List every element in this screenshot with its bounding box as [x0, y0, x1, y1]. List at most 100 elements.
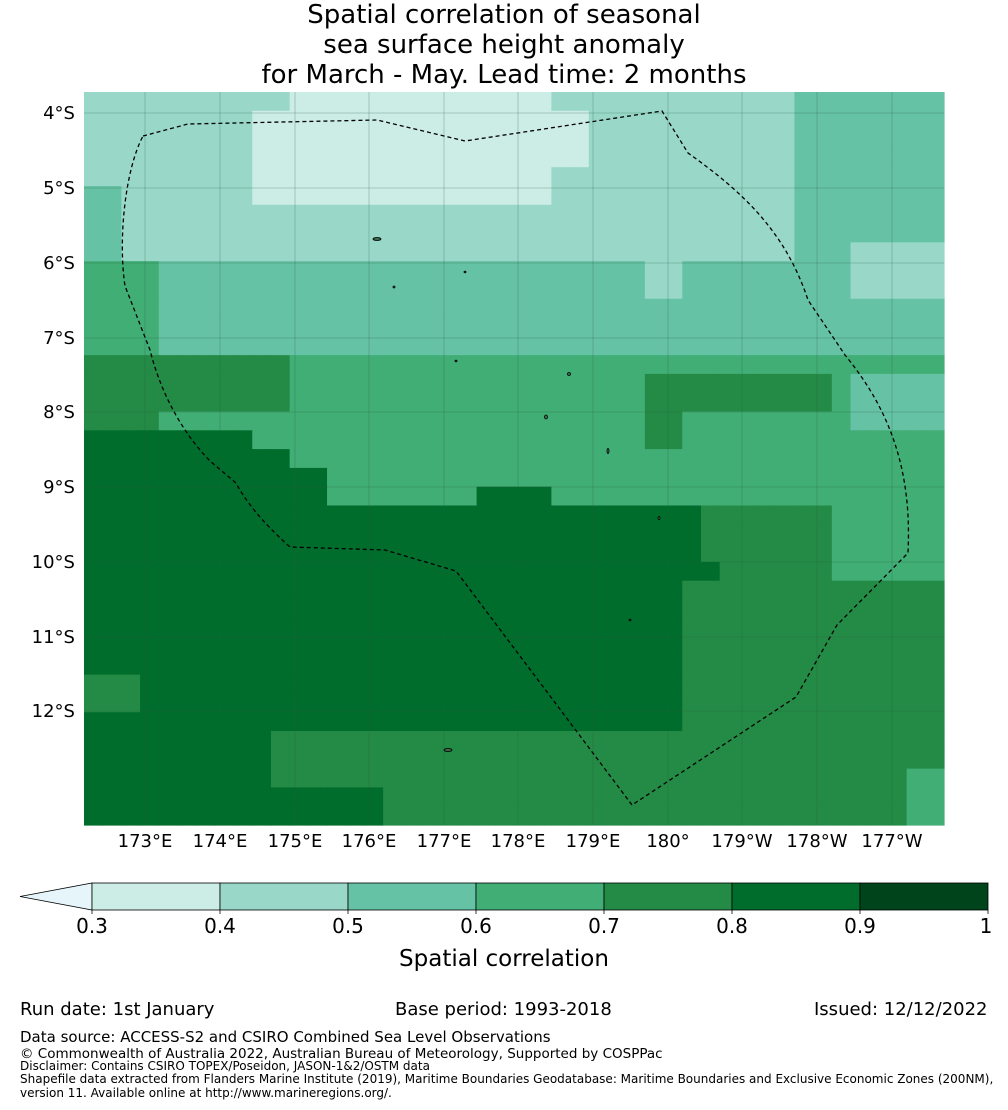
correlation-cell	[607, 411, 627, 431]
correlation-cell	[158, 411, 179, 431]
correlation-cell	[140, 110, 160, 131]
data-source: Data source: ACCESS-S2 and CSIRO Combine…	[20, 1028, 551, 1046]
correlation-cell	[158, 261, 179, 281]
correlation-cell	[850, 185, 870, 206]
correlation-cell	[495, 561, 515, 582]
correlation-cell	[476, 129, 496, 149]
correlation-cell	[570, 317, 590, 337]
correlation-cell	[607, 392, 627, 413]
correlation-cell	[121, 279, 141, 300]
correlation-cell	[719, 768, 739, 789]
correlation-cell	[663, 336, 683, 356]
correlation-cell	[140, 298, 160, 319]
correlation-cell	[252, 693, 272, 713]
correlation-cell	[214, 355, 235, 375]
correlation-cell	[626, 373, 646, 394]
correlation-cell	[757, 674, 777, 695]
correlation-cell	[663, 618, 683, 638]
correlation-cell	[757, 580, 777, 601]
correlation-cell	[719, 317, 739, 337]
correlation-cell	[401, 580, 422, 601]
correlation-cell	[214, 561, 235, 582]
correlation-cell	[121, 185, 141, 206]
correlation-cell	[869, 731, 889, 751]
correlation-cell	[514, 110, 534, 131]
correlation-cell	[644, 185, 665, 206]
correlation-cell	[682, 449, 702, 469]
correlation-cell	[140, 223, 160, 243]
correlation-cell	[663, 467, 683, 488]
correlation-cell	[514, 486, 534, 507]
correlation-cell	[439, 486, 459, 507]
correlation-cell	[682, 712, 702, 732]
correlation-cell	[869, 129, 889, 149]
correlation-cell	[84, 618, 104, 638]
correlation-cell	[457, 618, 478, 638]
correlation-cell	[345, 373, 366, 394]
correlation-cell	[383, 317, 403, 337]
correlation-cell	[532, 543, 552, 563]
colorbar-swatch	[219, 882, 349, 911]
correlation-cell	[719, 637, 739, 657]
correlation-cell	[682, 787, 702, 807]
correlation-cell	[364, 148, 384, 168]
correlation-cell	[757, 185, 777, 206]
correlation-cell	[439, 543, 459, 563]
correlation-cell	[383, 92, 403, 112]
correlation-cell	[775, 373, 796, 394]
correlation-cell	[102, 655, 122, 676]
correlation-cell	[84, 693, 104, 713]
correlation-cell	[738, 486, 758, 507]
correlation-cell	[476, 655, 496, 676]
correlation-cell	[607, 204, 627, 225]
correlation-cell	[140, 92, 160, 112]
correlation-cell	[682, 129, 702, 149]
correlation-cell	[233, 449, 253, 469]
correlation-cell	[420, 693, 440, 713]
correlation-cell	[850, 580, 870, 601]
correlation-cell	[327, 279, 347, 300]
correlation-cell	[233, 392, 253, 413]
correlation-cell	[794, 129, 814, 149]
correlation-cell	[644, 110, 665, 131]
correlation-cell	[345, 768, 366, 789]
correlation-cell	[140, 749, 160, 770]
correlation-cell	[831, 317, 852, 337]
colorbar-tick-label: 0.7	[588, 914, 620, 938]
correlation-cell	[196, 336, 216, 356]
correlation-cell	[345, 204, 366, 225]
correlation-cell	[588, 505, 609, 525]
correlation-cell	[831, 373, 852, 394]
correlation-cell	[327, 467, 347, 488]
correlation-cell	[158, 787, 179, 807]
correlation-cell	[719, 467, 739, 488]
correlation-cell	[887, 148, 908, 168]
correlation-cell	[121, 129, 141, 149]
correlation-cell	[607, 543, 627, 563]
correlation-cell	[887, 129, 908, 149]
correlation-cell	[682, 336, 702, 356]
correlation-cell	[102, 204, 122, 225]
correlation-cell	[270, 167, 291, 187]
correlation-cell	[700, 279, 721, 300]
correlation-cell	[308, 242, 328, 262]
correlation-cell	[682, 92, 702, 112]
correlation-cell	[401, 279, 422, 300]
correlation-cell	[383, 693, 403, 713]
correlation-cell	[196, 524, 216, 544]
correlation-cell	[906, 599, 926, 619]
correlation-cell	[476, 693, 496, 713]
correlation-cell	[476, 373, 496, 394]
correlation-cell	[345, 129, 366, 149]
correlation-cell	[401, 674, 422, 695]
correlation-cell	[775, 317, 796, 337]
correlation-cell	[850, 486, 870, 507]
correlation-cell	[644, 806, 665, 826]
correlation-cell	[570, 449, 590, 469]
correlation-cell	[383, 373, 403, 394]
correlation-cell	[626, 449, 646, 469]
correlation-cell	[532, 599, 552, 619]
correlation-cell	[682, 279, 702, 300]
base-period: Base period: 1993-2018	[395, 999, 612, 1020]
correlation-cell	[831, 712, 852, 732]
